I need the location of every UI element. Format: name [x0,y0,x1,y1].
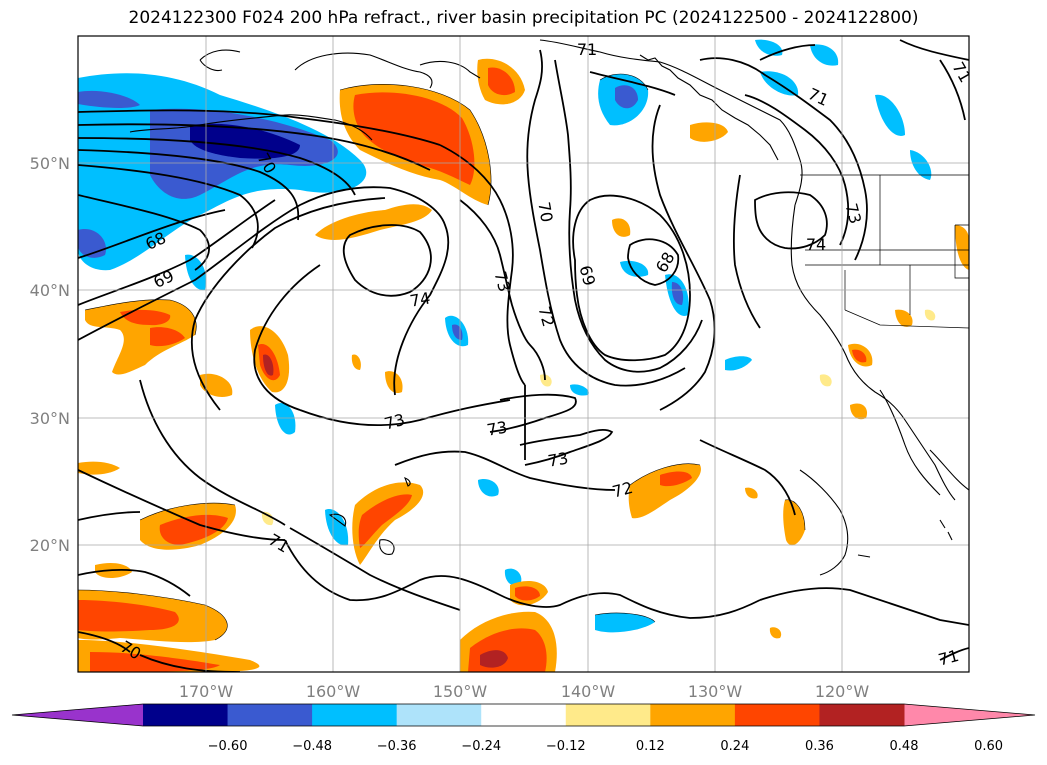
contour-label: 73 [491,269,515,294]
contour-label: 73 [382,410,407,434]
longitude-label: 130°W [688,682,743,701]
longitude-label: 140°W [561,682,616,701]
colorbar-tick-label: −0.48 [292,739,332,754]
latitude-label: 20°N [30,536,70,555]
colorbar-segment [227,704,313,726]
colorbar-segment [143,704,229,726]
colorbar-segment [481,704,567,726]
map-title: 2024122300 F024 200 hPa refract., river … [128,8,919,28]
longitude-axis: 170°W 160°W 150°W 140°W 130°W 120°W [179,682,870,701]
longitude-label: 160°W [306,682,361,701]
colorbar-segment [396,704,482,726]
colorbar-tick-label: 0.12 [636,739,665,754]
colorbar-over-arrow [904,704,1035,726]
latitude-label: 50°N [30,154,70,173]
colorbar-tick-label: −0.60 [208,739,248,754]
colorbar-tick-label: 0.60 [974,739,1003,754]
colorbar-tick-label: 0.48 [890,739,919,754]
colorbar-tick-label: 0.36 [805,739,834,754]
contour-label: 73 [546,448,569,470]
contour-label: 73 [842,201,866,226]
colorbar-tick-label: 0.24 [720,739,749,754]
graticule [78,36,969,672]
colorbar-segment [565,704,651,726]
contour-label: 72 [610,478,635,502]
positive-anomaly-shading [78,58,969,672]
contour-label: 69 [576,263,600,288]
colorbar-under-arrow [12,704,143,726]
contour-label: 74 [806,235,826,254]
map-frame [77,35,970,673]
contour-label: 73 [485,417,508,439]
latitude-label: 40°N [30,281,70,300]
colorbar-segment [650,704,736,726]
colorbar-segment [312,704,398,726]
longitude-label: 150°W [433,682,488,701]
contour-label: 72 [535,304,559,329]
contour-label: 71 [936,646,961,670]
colorbar-tick-label: −0.12 [546,739,586,754]
colorbar: −0.60 −0.48 −0.36 −0.24 −0.12 0.12 0.24 0.36 0.4… [11,703,1036,754]
colorbar-tick-label: −0.36 [377,739,417,754]
longitude-label: 170°W [179,682,234,701]
longitude-label: 120°W [815,682,870,701]
negative-anomaly-shading [78,39,932,633]
contour-label: 74 [408,288,431,310]
coastlines [129,39,969,576]
contour-label: 71 [577,40,597,59]
anomaly-outlines [78,73,806,641]
colorbar-segment [819,704,905,726]
contour-label: 70 [534,200,556,223]
refractivity-contours [78,39,969,672]
latitude-label: 30°N [30,409,70,428]
map-canvas: 71 71 71 70 68 69 74 73 73 73 70 69 68 7… [78,36,969,672]
latitude-axis: 50°N 40°N 30°N 20°N [30,154,70,555]
colorbar-tick-label: −0.24 [461,739,501,754]
colorbar-segment [734,704,820,726]
